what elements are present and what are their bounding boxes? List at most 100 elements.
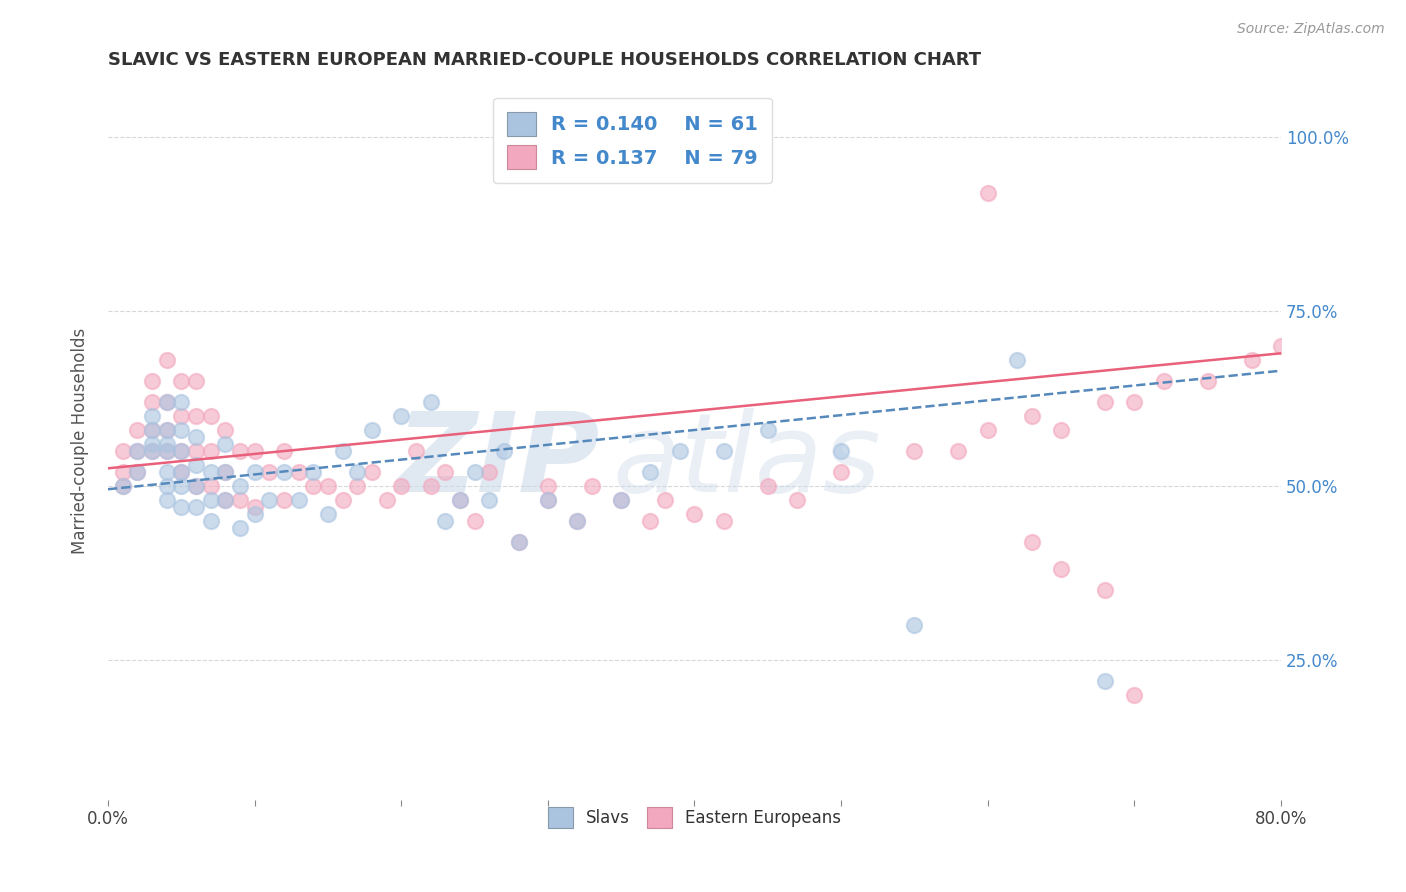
Point xyxy=(389,409,412,423)
Point xyxy=(375,492,398,507)
Point xyxy=(200,465,222,479)
Point xyxy=(316,507,339,521)
Point xyxy=(713,443,735,458)
Point xyxy=(537,492,560,507)
Point xyxy=(156,423,179,437)
Point xyxy=(1005,353,1028,368)
Point xyxy=(200,479,222,493)
Point xyxy=(156,395,179,409)
Point xyxy=(567,514,589,528)
Point xyxy=(200,514,222,528)
Point xyxy=(200,443,222,458)
Y-axis label: Married-couple Households: Married-couple Households xyxy=(72,327,89,554)
Point xyxy=(141,443,163,458)
Point xyxy=(229,479,252,493)
Point xyxy=(478,492,501,507)
Point xyxy=(141,395,163,409)
Point xyxy=(273,465,295,479)
Point xyxy=(1094,395,1116,409)
Point xyxy=(141,409,163,423)
Point xyxy=(449,492,471,507)
Point xyxy=(214,437,236,451)
Point xyxy=(669,443,692,458)
Point xyxy=(419,395,441,409)
Point xyxy=(332,443,354,458)
Text: ZIP: ZIP xyxy=(396,409,600,516)
Point xyxy=(243,507,266,521)
Point xyxy=(156,423,179,437)
Point xyxy=(156,465,179,479)
Point xyxy=(184,479,207,493)
Point xyxy=(184,443,207,458)
Point xyxy=(259,465,281,479)
Point xyxy=(170,465,193,479)
Point xyxy=(332,492,354,507)
Point xyxy=(977,423,1000,437)
Point xyxy=(287,465,309,479)
Point xyxy=(156,353,179,368)
Point xyxy=(141,423,163,437)
Point xyxy=(434,465,457,479)
Point xyxy=(184,409,207,423)
Point xyxy=(361,423,384,437)
Point xyxy=(1153,374,1175,388)
Point xyxy=(259,492,281,507)
Point xyxy=(214,492,236,507)
Point xyxy=(346,465,368,479)
Point xyxy=(537,492,560,507)
Point xyxy=(156,479,179,493)
Point xyxy=(756,479,779,493)
Point xyxy=(243,443,266,458)
Point xyxy=(229,520,252,534)
Point xyxy=(640,514,662,528)
Point xyxy=(302,465,325,479)
Point xyxy=(756,423,779,437)
Point xyxy=(273,492,295,507)
Point xyxy=(170,443,193,458)
Point xyxy=(200,492,222,507)
Point xyxy=(111,479,134,493)
Point xyxy=(214,465,236,479)
Point xyxy=(1123,688,1146,702)
Point xyxy=(1094,673,1116,688)
Point xyxy=(127,443,149,458)
Point xyxy=(127,465,149,479)
Point xyxy=(464,514,486,528)
Point xyxy=(170,500,193,514)
Point xyxy=(478,465,501,479)
Point xyxy=(610,492,633,507)
Point xyxy=(111,479,134,493)
Point xyxy=(243,465,266,479)
Point xyxy=(141,437,163,451)
Point xyxy=(977,186,1000,200)
Point xyxy=(508,534,530,549)
Point xyxy=(567,514,589,528)
Text: SLAVIC VS EASTERN EUROPEAN MARRIED-COUPLE HOUSEHOLDS CORRELATION CHART: SLAVIC VS EASTERN EUROPEAN MARRIED-COUPL… xyxy=(108,51,981,69)
Point xyxy=(170,423,193,437)
Point xyxy=(389,479,412,493)
Point xyxy=(273,443,295,458)
Point xyxy=(316,479,339,493)
Point xyxy=(111,465,134,479)
Point xyxy=(346,479,368,493)
Point xyxy=(508,534,530,549)
Point xyxy=(200,409,222,423)
Point xyxy=(287,492,309,507)
Point xyxy=(683,507,706,521)
Point xyxy=(302,479,325,493)
Point xyxy=(1197,374,1219,388)
Point xyxy=(1240,353,1263,368)
Point xyxy=(434,514,457,528)
Point xyxy=(170,409,193,423)
Point xyxy=(786,492,808,507)
Point xyxy=(184,374,207,388)
Point xyxy=(903,443,925,458)
Point xyxy=(170,443,193,458)
Point xyxy=(170,465,193,479)
Point xyxy=(214,465,236,479)
Point xyxy=(654,492,676,507)
Point xyxy=(1021,534,1043,549)
Point xyxy=(229,492,252,507)
Point xyxy=(156,437,179,451)
Point xyxy=(537,479,560,493)
